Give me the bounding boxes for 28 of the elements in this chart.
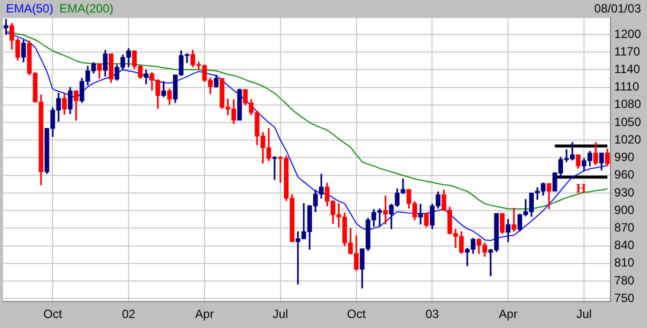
y-tick-label: 930 [614, 185, 635, 200]
x-tick-label: Jul [272, 307, 288, 322]
y-tick-label: 750 [614, 290, 635, 305]
y-tick-label: 1140 [614, 62, 640, 76]
annotation: H [576, 180, 586, 196]
x-tick-label: Oct [43, 307, 63, 322]
y-tick-label: 840 [614, 238, 635, 252]
series-label: EMA(50) [6, 1, 54, 16]
x-tick-label: Jul [576, 307, 592, 322]
y-tick-label: 870 [614, 220, 635, 235]
y-tick-label: 1170 [614, 44, 640, 58]
x-tick-label: Oct [346, 307, 366, 322]
y-tick-label: 900 [614, 202, 635, 217]
y-tick-label: 810 [614, 256, 635, 270]
y-tick-label: 1080 [614, 97, 642, 112]
x-tick-label: 02 [122, 307, 136, 322]
y-tick-label: 1200 [614, 26, 642, 41]
y-tick-label: 1050 [614, 114, 642, 129]
y-tick-label: 960 [614, 168, 635, 182]
text: EMA(200) [59, 1, 114, 16]
x-tick-label: Apr [195, 307, 214, 322]
y-tick-label: 1020 [614, 132, 642, 146]
y-tick-label: 780 [614, 273, 635, 288]
text: 08/01/03 [594, 1, 642, 16]
x-tick-label: Apr [498, 307, 518, 322]
y-tick-label: 990 [614, 150, 635, 164]
x-tick-label: 03 [426, 307, 440, 322]
y-tick-label: 1110 [614, 80, 640, 94]
